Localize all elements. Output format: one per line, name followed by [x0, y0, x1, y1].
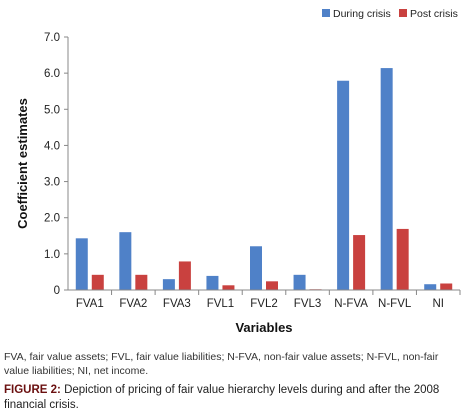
y-tick-label: 0: [54, 285, 60, 297]
x-tick-label: NI: [432, 298, 444, 310]
bar-post-crisis-fva1: [91, 274, 104, 290]
y-axis-ticks: 0 1.0 2.0 3.0 4.0 5.0 6.0 7.0: [44, 32, 68, 297]
bar-post-crisis-n-fva: [353, 235, 366, 290]
y-tick-label: 2.0: [44, 213, 60, 225]
legend-swatch: [322, 9, 330, 17]
x-tick-label: FVA3: [163, 298, 191, 310]
bar-during-crisis-n-fva: [337, 80, 350, 291]
bar-during-crisis-n-fvl: [380, 68, 393, 290]
x-tick-label: FVL1: [207, 298, 235, 310]
y-tick-label: 1.0: [44, 249, 60, 261]
x-tick-label: N-FVL: [378, 298, 412, 310]
x-axis-label: Variables: [235, 320, 292, 335]
bar-chart: 01.02.03.04.05.06.07.0 FVA1 FVA2 FVA3 FVL1 F…: [15, 8, 461, 335]
y-tick-label: 6.0: [44, 68, 60, 80]
x-tick-label: FVL3: [294, 298, 322, 310]
bar-during-crisis-fva2: [119, 232, 132, 290]
figure-caption-text: Depiction of pricing of fair value hiera…: [4, 384, 440, 411]
bar-during-crisis-fvl1: [206, 275, 219, 290]
x-tick-label: N-FVA: [334, 298, 368, 310]
bar-during-crisis-ni: [424, 284, 437, 290]
x-axis-ticks: FVA1 FVA2 FVA3 FVL1 FVL2 FVL3 N-FVA N-FVL NI: [76, 290, 461, 310]
bar-post-crisis-fva3: [178, 261, 191, 290]
bar-post-crisis-fvl2: [266, 281, 278, 290]
figure-caption-label: FIGURE 2:: [4, 384, 61, 396]
bar-post-crisis-fvl1: [222, 285, 235, 290]
x-tick-label: FVA1: [76, 298, 104, 310]
bar-post-crisis-n-fvl: [396, 228, 409, 290]
bar-post-crisis-fva2: [135, 274, 148, 290]
legend-swatch: [399, 9, 407, 17]
y-tick-label: 4.0: [44, 140, 60, 152]
x-tick-label: FVL2: [250, 298, 278, 310]
bar-during-crisis-fva1: [75, 238, 88, 290]
legend-label: Post crisis: [410, 8, 458, 20]
footnote: FVA, fair value assets; FVL, fair value …: [4, 351, 439, 377]
legend: During crisis Post crisis: [322, 8, 458, 20]
y-tick-label: 5.0: [44, 104, 60, 116]
bar-during-crisis-fva3: [162, 279, 175, 290]
y-tick-label: 7.0: [44, 32, 60, 44]
figure-caption: FIGURE 2: Depiction of pricing of fair v…: [4, 383, 464, 413]
y-tick-label: 3.0: [44, 177, 60, 189]
bars: [75, 68, 453, 291]
bar-during-crisis-fvl2: [250, 246, 262, 290]
bar-post-crisis-ni: [440, 283, 453, 290]
legend-label: During crisis: [333, 8, 391, 20]
y-axis-label: Coefficient estimates: [15, 98, 30, 229]
x-tick-label: FVA2: [119, 298, 147, 310]
bar-during-crisis-fvl3: [293, 274, 306, 290]
